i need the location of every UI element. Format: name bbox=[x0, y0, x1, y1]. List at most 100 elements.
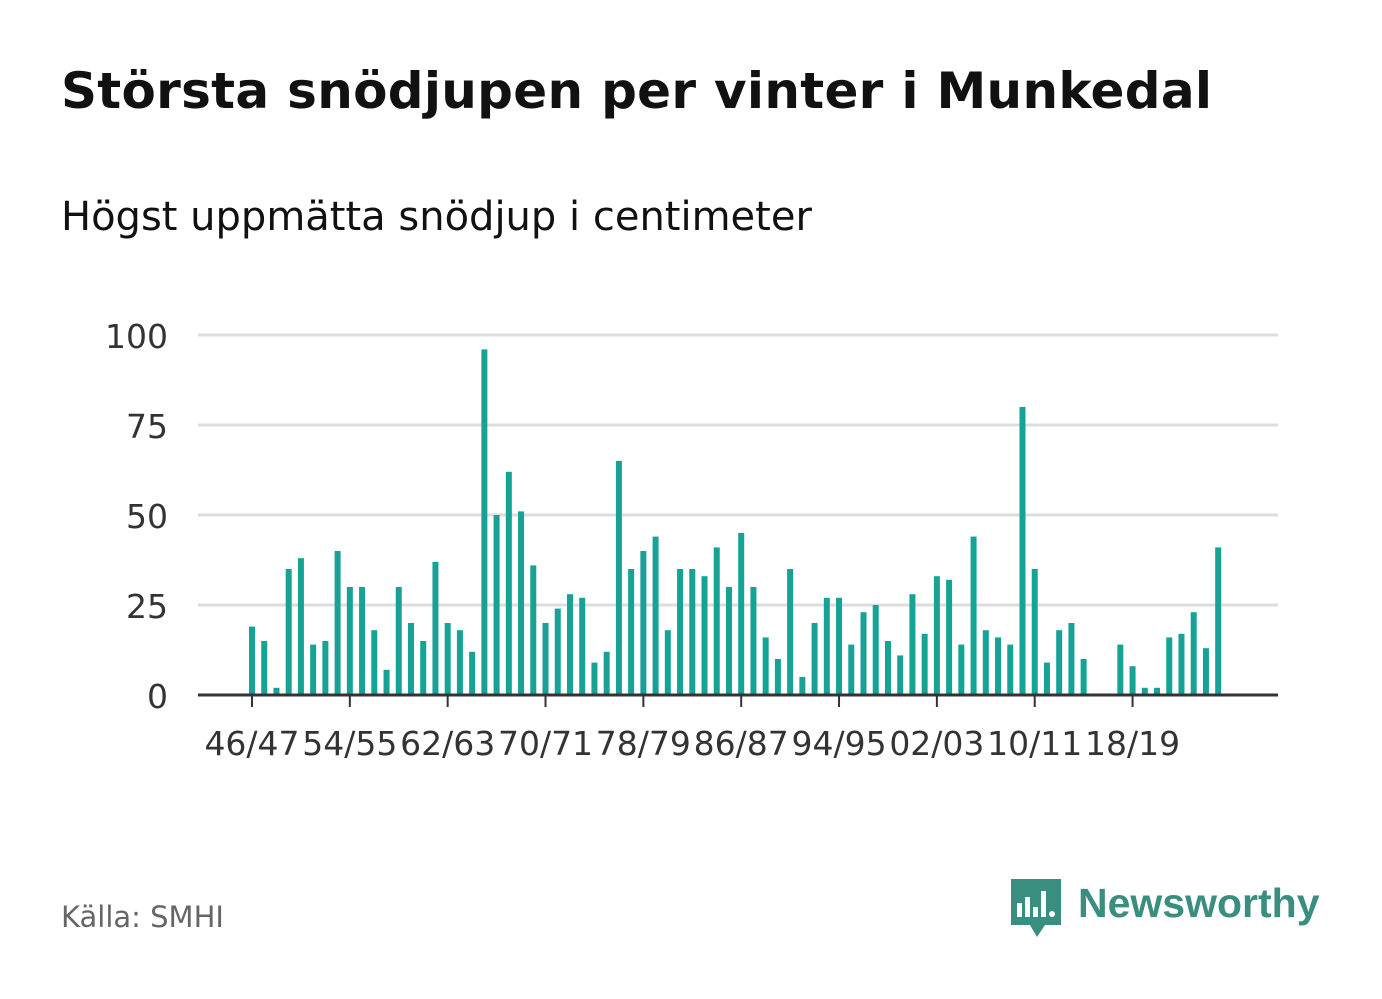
bar bbox=[1043, 662, 1050, 695]
bar bbox=[579, 597, 586, 695]
bar bbox=[469, 651, 476, 695]
bar bbox=[811, 623, 818, 695]
y-axis-tick-labels: 0 25 50 75 100 bbox=[105, 317, 168, 716]
bar bbox=[481, 349, 488, 695]
bar bbox=[823, 597, 830, 695]
bar bbox=[383, 669, 390, 695]
bar bbox=[884, 641, 891, 695]
bar bbox=[725, 587, 732, 695]
bar bbox=[628, 569, 635, 695]
x-tick-label: 18/19 bbox=[1085, 724, 1180, 763]
bar bbox=[407, 623, 414, 695]
bar bbox=[444, 623, 451, 695]
bar bbox=[1080, 659, 1087, 695]
source-note: Källa: SMHI bbox=[61, 900, 224, 934]
x-tick-label: 46/47 bbox=[204, 724, 299, 763]
bar bbox=[432, 561, 439, 695]
bar bbox=[1056, 630, 1063, 695]
bar bbox=[652, 536, 659, 695]
bar bbox=[860, 612, 867, 695]
bar bbox=[603, 651, 610, 695]
bar bbox=[1178, 633, 1185, 695]
bar bbox=[322, 641, 329, 695]
bar bbox=[273, 687, 280, 695]
bar bbox=[970, 536, 977, 695]
x-tick-label: 94/95 bbox=[791, 724, 886, 763]
bar bbox=[249, 626, 255, 695]
bar bbox=[493, 515, 500, 695]
bar bbox=[933, 576, 940, 695]
y-tick-label: 100 bbox=[105, 317, 168, 356]
bar bbox=[1117, 644, 1124, 695]
bar bbox=[1141, 687, 1148, 695]
bar bbox=[664, 630, 671, 695]
newsworthy-logo-text: Newsworthy bbox=[1078, 880, 1320, 926]
bar bbox=[995, 637, 1002, 695]
bar bbox=[677, 569, 684, 695]
bar bbox=[958, 644, 965, 695]
x-axis-ticks: 46/47 54/55 62/63 70/71 78/79 86/87 94/95 02/03… bbox=[204, 695, 1180, 763]
bar bbox=[285, 569, 292, 695]
bar bbox=[1129, 666, 1136, 695]
bar bbox=[872, 605, 879, 695]
bar bbox=[982, 630, 989, 695]
y-tick-label: 25 bbox=[126, 587, 168, 626]
bar bbox=[921, 633, 928, 695]
bar bbox=[310, 644, 317, 695]
bar bbox=[750, 587, 757, 695]
x-tick-label: 86/87 bbox=[694, 724, 789, 763]
bars bbox=[249, 349, 1222, 695]
chart-subtitle: Högst uppmätta snödjup i centimeter bbox=[61, 194, 812, 240]
x-tick-label: 78/79 bbox=[596, 724, 691, 763]
bar bbox=[297, 558, 304, 695]
bar bbox=[1068, 623, 1075, 695]
bar bbox=[505, 471, 512, 695]
chart-title: Största snödjupen per vinter i Munkedal bbox=[61, 62, 1213, 120]
bar bbox=[554, 608, 561, 695]
bar bbox=[738, 533, 745, 695]
bar bbox=[395, 587, 402, 695]
bar bbox=[1031, 569, 1038, 695]
x-tick-label: 70/71 bbox=[498, 724, 593, 763]
y-tick-label: 50 bbox=[126, 497, 168, 536]
x-tick-label: 62/63 bbox=[400, 724, 495, 763]
bar bbox=[1215, 547, 1222, 695]
bar bbox=[1154, 687, 1161, 695]
bar bbox=[261, 641, 268, 695]
x-tick-label: 02/03 bbox=[889, 724, 984, 763]
bar bbox=[1007, 644, 1014, 695]
bar bbox=[359, 587, 366, 695]
bar bbox=[1019, 407, 1026, 695]
bar bbox=[640, 551, 647, 695]
bar bbox=[701, 576, 708, 695]
bar bbox=[909, 594, 916, 695]
newsworthy-logo-icon bbox=[1011, 879, 1061, 937]
bar bbox=[518, 511, 525, 695]
gridlines bbox=[198, 333, 1278, 607]
bar bbox=[591, 662, 598, 695]
bar bbox=[456, 630, 463, 695]
bar bbox=[346, 587, 353, 695]
bar bbox=[1190, 612, 1197, 695]
x-tick-label: 10/11 bbox=[987, 724, 1082, 763]
bar bbox=[371, 630, 378, 695]
bar bbox=[762, 637, 769, 695]
bar bbox=[689, 569, 696, 695]
bar bbox=[542, 623, 549, 695]
bar bbox=[713, 547, 720, 695]
bar bbox=[530, 565, 537, 695]
bar bbox=[836, 597, 843, 695]
bar bbox=[897, 655, 904, 695]
bar bbox=[774, 659, 781, 695]
bar bbox=[848, 644, 855, 695]
bar bbox=[420, 641, 427, 695]
y-tick-label: 0 bbox=[147, 677, 168, 716]
bar bbox=[334, 551, 341, 695]
bar bbox=[615, 461, 622, 695]
bar bbox=[1202, 648, 1209, 695]
bar bbox=[566, 594, 573, 695]
x-tick-label: 54/55 bbox=[302, 724, 397, 763]
bar bbox=[946, 579, 953, 695]
y-tick-label: 75 bbox=[126, 407, 168, 446]
